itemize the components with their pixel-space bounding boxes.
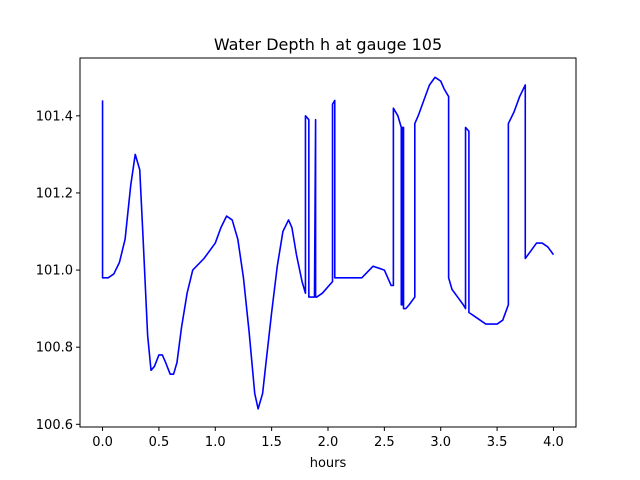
y-tick-label: 100.6 (36, 418, 73, 433)
y-tick-label: 101.4 (36, 109, 73, 124)
y-tick-label: 101.2 (36, 186, 73, 201)
x-tick-label: 1.0 (205, 435, 226, 450)
plot-frame (79, 57, 577, 428)
y-axis-ticks: 100.6 100.8 101.0 101.2 101.4 (36, 109, 80, 433)
x-tick-label: 2.0 (318, 435, 339, 450)
series-line-0 (101, 76, 555, 410)
x-tick-label: 0.5 (149, 435, 170, 450)
x-tick-label: 2.5 (374, 435, 395, 450)
x-tick-label: 1.5 (261, 435, 282, 450)
plot-area (101, 76, 555, 410)
x-tick-label: 3.0 (430, 435, 451, 450)
x-tick-label: 0.0 (92, 435, 113, 450)
chart-title: Water Depth h at gauge 105 (214, 35, 442, 54)
y-tick-label: 101.0 (36, 264, 73, 279)
x-axis-ticks: 0.0 0.5 1.0 1.5 2.0 2.5 3.0 3.5 4.0 (92, 427, 564, 450)
x-axis-label: hours (310, 456, 347, 471)
y-tick-label: 100.8 (36, 341, 73, 356)
x-tick-label: 4.0 (543, 435, 564, 450)
x-tick-label: 3.5 (487, 435, 508, 450)
